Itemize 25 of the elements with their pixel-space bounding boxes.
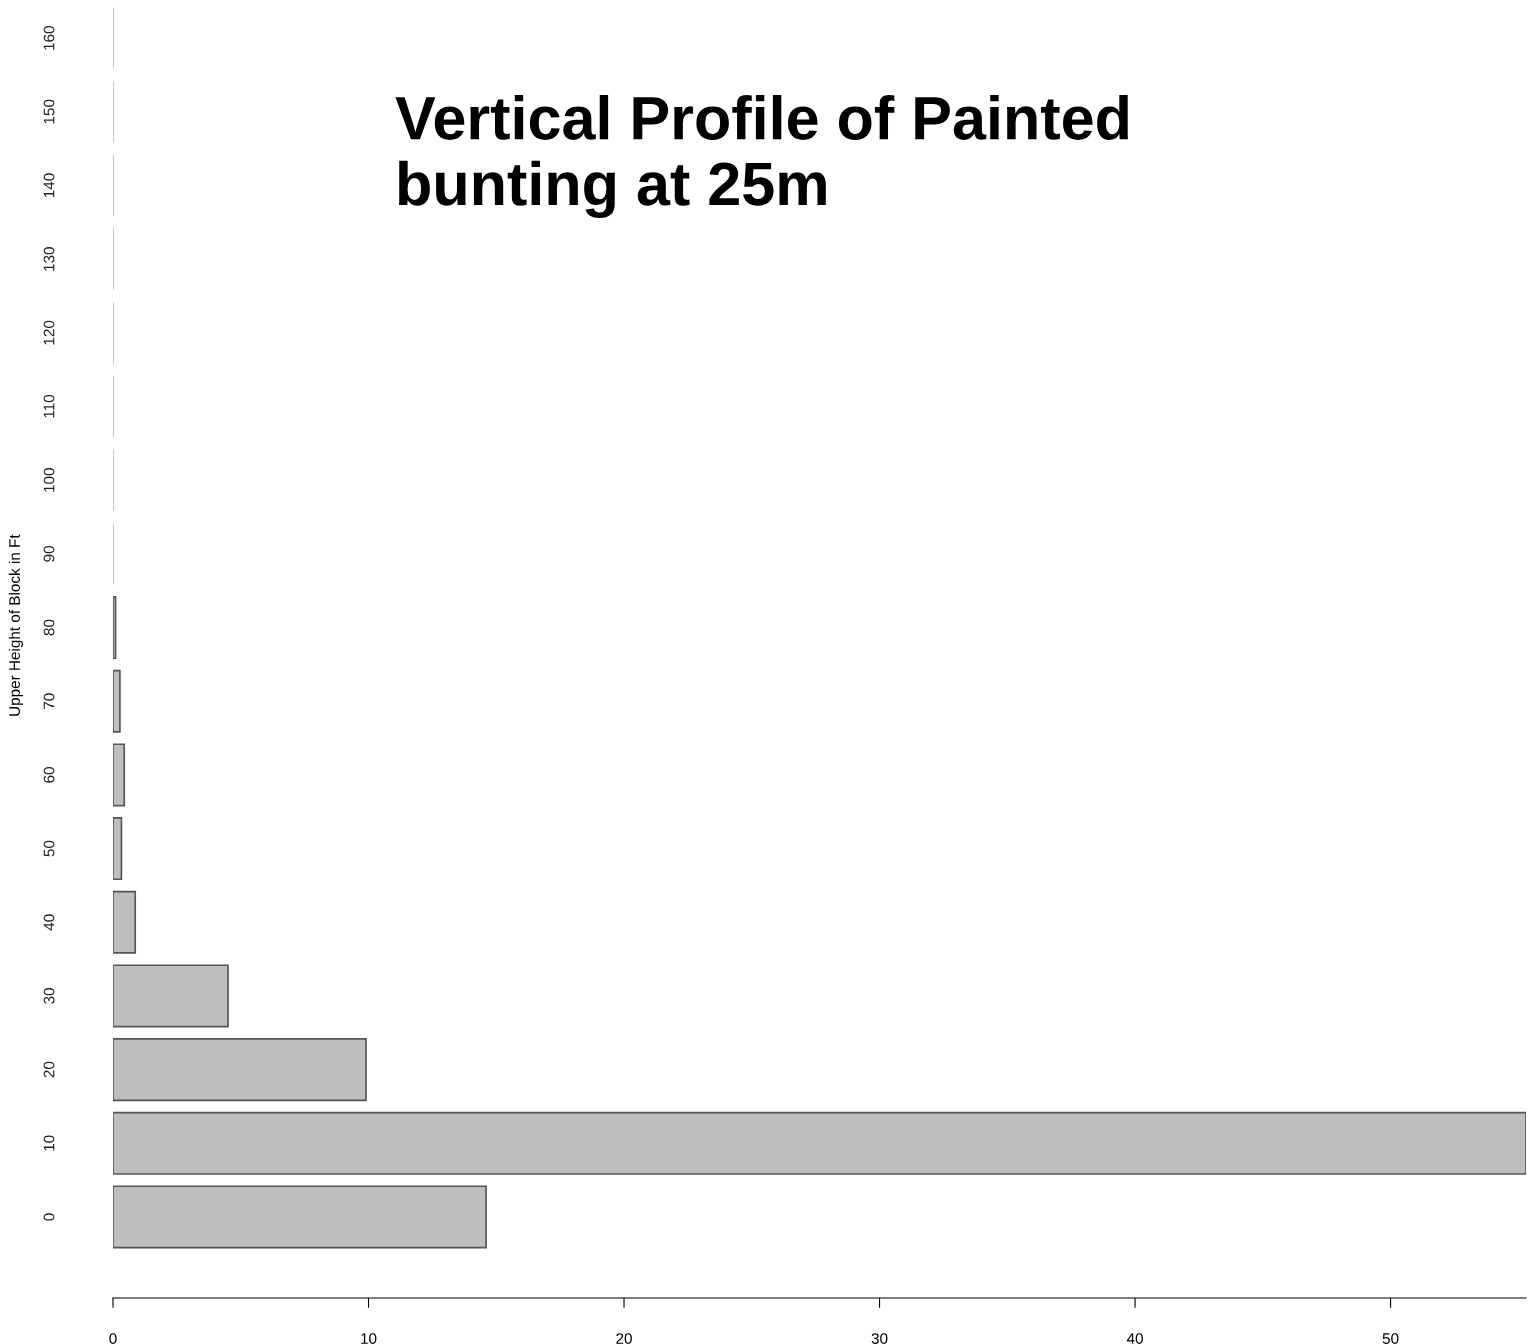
y-axis-title: Upper Height of Block in Ft — [8, 534, 23, 716]
text: Vertical Profile of Painted bunting at 25m — [395, 95, 1128, 219]
y-tick-label: 60 — [43, 767, 55, 783]
x-tick-label: 30 — [871, 1333, 888, 1344]
x-tick-label: 20 — [616, 1333, 632, 1344]
y-tick-label: 80 — [43, 619, 55, 636]
y-tick-label: 70 — [43, 693, 55, 709]
y-tick-label: 110 — [43, 394, 55, 418]
y-tick-label: 140 — [43, 173, 55, 198]
x-tick-label: 40 — [1126, 1333, 1143, 1344]
y-tick-label: 40 — [43, 914, 55, 931]
y-tick-label: 20 — [43, 1061, 55, 1078]
x-tick-label: 50 — [1382, 1333, 1399, 1344]
x-tick-label: 0 — [109, 1333, 117, 1344]
y-tick-label: 30 — [43, 988, 55, 1004]
y-tick-label: 90 — [43, 545, 55, 562]
y-tick-label: 120 — [43, 320, 55, 345]
y-tick-label: 10 — [43, 1135, 55, 1151]
y-tick-label: 0 — [43, 1213, 55, 1221]
y-tick-label: 130 — [43, 247, 55, 271]
y-tick-label: 50 — [43, 840, 55, 857]
y-tick-label: 100 — [43, 468, 55, 492]
y-tick-label: 150 — [43, 99, 55, 124]
x-tick-label: 10 — [361, 1333, 377, 1344]
y-tick-label: 160 — [43, 26, 55, 50]
